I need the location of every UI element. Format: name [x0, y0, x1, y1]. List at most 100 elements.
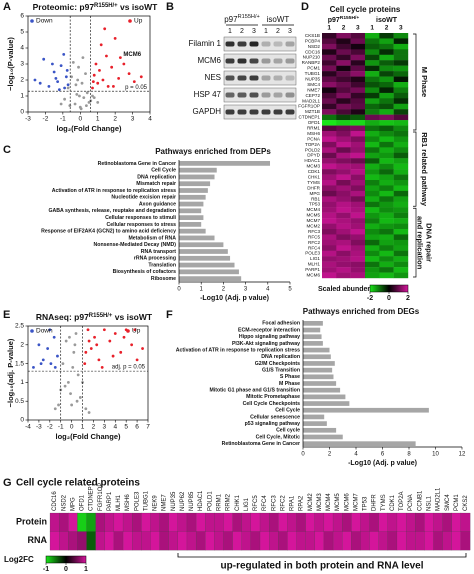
row-label: MCM4: [306, 207, 320, 212]
column-label: CTDNEP1: [89, 482, 95, 511]
point: [69, 392, 72, 396]
lane-label: 3: [252, 28, 256, 35]
row-label: NSD2: [308, 44, 321, 49]
column-group-label-part: isoWT: [376, 17, 398, 24]
heat-cell: [205, 531, 215, 551]
column-label: CHK1: [235, 494, 241, 511]
heat-cell: [322, 152, 337, 159]
heat-cell: [393, 141, 409, 148]
point: [65, 69, 69, 72]
heat-cell: [59, 512, 69, 532]
heat-cell: [336, 234, 351, 241]
column-label: 3: [356, 25, 360, 32]
heat-cell: [379, 180, 394, 186]
heat-cell: [77, 512, 87, 532]
heat-cell: [336, 109, 351, 115]
blot-band: [285, 75, 295, 81]
heat-cell: [322, 125, 337, 132]
bar: [303, 401, 350, 406]
note: up-regulated in both protein and RNA lev…: [221, 561, 424, 572]
column-label: RFC2: [280, 495, 286, 511]
heat-cell: [350, 207, 366, 213]
category-label: PI3K-Akt signaling pathway: [232, 341, 300, 347]
heat-cell: [387, 531, 398, 551]
blot-band: [273, 75, 283, 81]
heat-cell: [336, 239, 351, 246]
row-label: TP53: [309, 202, 320, 207]
heat-cell: [365, 196, 380, 202]
x-tick-label: 7: [146, 424, 150, 431]
point: [105, 54, 108, 58]
category-label: Cell Cycle, Mitotic: [256, 434, 301, 440]
heat-cell: [365, 169, 380, 175]
heat-cell: [336, 141, 351, 148]
heat-cell: [351, 512, 361, 532]
point: [38, 81, 42, 85]
heat-cell: [365, 60, 380, 66]
legend-marker: [30, 329, 34, 333]
heat-cell: [150, 531, 160, 551]
heat-cell: [336, 114, 351, 121]
lane-label: 2: [276, 28, 280, 35]
heat-cell: [379, 152, 394, 159]
row-label: NUP35: [305, 76, 320, 81]
heat-cell: [322, 65, 337, 72]
point: [80, 81, 84, 85]
heat-cell: [424, 531, 434, 551]
column-label: MPG: [70, 497, 76, 511]
heat-cell: [250, 531, 261, 551]
heat-cell: [393, 43, 409, 50]
category-label: Cellular senescence: [250, 414, 300, 420]
heat-cell: [350, 169, 366, 175]
x-tick-label: 4: [354, 452, 358, 458]
heat-cell: [322, 43, 337, 50]
panel-letter: B: [166, 1, 174, 13]
heat-cell: [350, 245, 366, 251]
heat-cell: [365, 114, 380, 121]
blot-band: [225, 109, 235, 115]
x-tick-label: 12: [459, 452, 466, 458]
heat-cell: [68, 512, 78, 532]
point: [54, 77, 58, 80]
heat-cell: [305, 531, 316, 551]
legend-marker: [126, 329, 130, 333]
row-label: RFC3: [308, 229, 320, 234]
category-label: Retinoblastoma Gene in Cancer: [98, 161, 176, 167]
column-label: CDK1: [390, 494, 396, 511]
blot-band: [273, 41, 283, 47]
heat-cell: [350, 201, 366, 208]
heat-cell: [433, 531, 443, 551]
point: [46, 347, 50, 350]
point-label: MCM6: [123, 52, 141, 58]
bar: [179, 262, 235, 268]
point: [32, 365, 35, 369]
category-label: DNA replication: [137, 174, 176, 180]
point: [85, 91, 89, 95]
blot-band: [225, 41, 235, 47]
row-label: TYMS: [307, 180, 320, 185]
x-tick-label: -4: [25, 424, 31, 431]
point: [53, 365, 57, 369]
heat-cell: [365, 43, 380, 50]
heat-cell: [336, 92, 351, 99]
heat-cell: [365, 76, 380, 83]
point: [64, 75, 68, 79]
heat-cell: [393, 239, 409, 246]
row-group-label-line: M Phase: [420, 67, 429, 97]
heat-cell: [95, 512, 106, 532]
heat-cell: [379, 33, 394, 39]
point: [108, 339, 112, 343]
heat-cell: [350, 272, 366, 279]
point: [48, 328, 52, 332]
heat-cell: [336, 196, 351, 202]
heat-cell: [350, 185, 366, 192]
heat-cell: [241, 531, 252, 551]
point: [141, 347, 144, 350]
heat-cell: [322, 98, 337, 104]
point: [71, 365, 75, 369]
point: [68, 335, 71, 339]
blot-band: [237, 58, 247, 64]
heat-cell: [393, 60, 409, 66]
x-tick-label: 4: [113, 424, 117, 431]
